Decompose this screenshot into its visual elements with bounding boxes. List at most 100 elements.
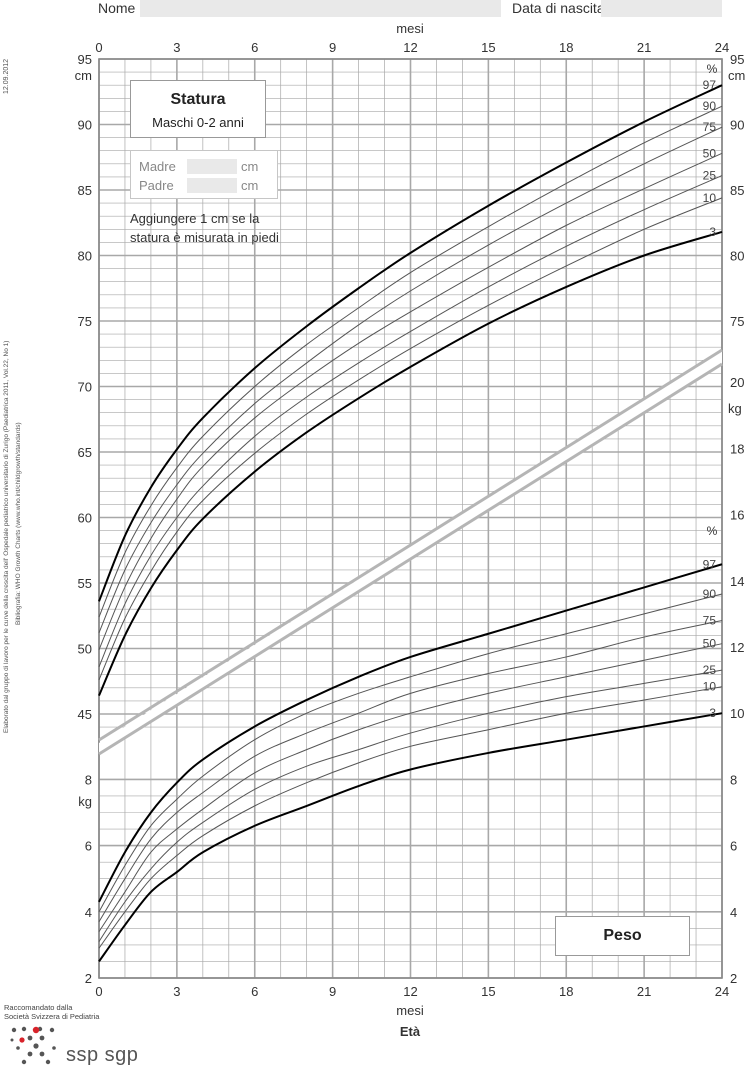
height-percentile-label-p50: 50 bbox=[703, 146, 717, 160]
weight-tick-label-right: 6 bbox=[730, 839, 737, 854]
height-percentile-label-p10: 10 bbox=[703, 191, 717, 205]
height-unit-right: cm bbox=[728, 68, 745, 83]
weight-unit-left: kg bbox=[78, 794, 92, 809]
x-tick-label-top: 24 bbox=[715, 40, 729, 55]
chart-border bbox=[98, 58, 723, 979]
weight-percentile-label-p10: 10 bbox=[703, 680, 717, 694]
x-tick-label-top: 21 bbox=[637, 40, 651, 55]
birth-date-label: Data di nascita bbox=[512, 0, 605, 16]
height-curve-p10 bbox=[98, 197, 723, 681]
height-curve-p90 bbox=[98, 105, 723, 618]
weight-curve-p75 bbox=[98, 620, 723, 922]
height-tick-label-left: 60 bbox=[78, 511, 92, 526]
ssp-logo-icon bbox=[10, 1026, 56, 1065]
weight-curve-p3 bbox=[98, 712, 723, 963]
weight-tick-label-left: 8 bbox=[85, 772, 92, 787]
height-tick-label-left: 95 bbox=[78, 52, 92, 67]
parents-height-box: Madre cm Padre cm bbox=[130, 150, 278, 199]
x-tick-label-bottom: 6 bbox=[251, 984, 258, 999]
separator-line-upper bbox=[98, 348, 723, 742]
weight-percentile-label-p25: 25 bbox=[703, 663, 717, 677]
x-tick-label-top: 9 bbox=[329, 40, 336, 55]
x-tick-label-top: 3 bbox=[173, 40, 180, 55]
height-tick-label-right: 80 bbox=[730, 249, 744, 264]
height-percentile-label-p90: 90 bbox=[703, 99, 717, 113]
weight-tick-label-right: 10 bbox=[730, 706, 744, 721]
father-unit: cm bbox=[241, 178, 259, 193]
weight-tick-label-left: 4 bbox=[85, 905, 92, 920]
height-percentile-label-p3: 3 bbox=[709, 225, 716, 239]
x-tick-label-bottom: 21 bbox=[637, 984, 651, 999]
x-tick-label-bottom: 3 bbox=[173, 984, 180, 999]
height-tick-label-right: 85 bbox=[730, 183, 744, 198]
height-tick-label-right: 75 bbox=[730, 314, 744, 329]
logo-text: ssp sgp bbox=[66, 1044, 139, 1066]
height-tick-label-left: 45 bbox=[78, 707, 92, 722]
weight-tick-label-right: 2 bbox=[730, 971, 737, 986]
height-curve-p75 bbox=[98, 126, 723, 633]
weight-percentile-label-p3: 3 bbox=[709, 706, 716, 720]
weight-curve-p97 bbox=[98, 563, 723, 903]
weight-tick-label-right: 8 bbox=[730, 772, 737, 787]
standing-note-line1: Aggiungere 1 cm se la bbox=[130, 211, 260, 226]
name-label: Nome bbox=[98, 0, 136, 16]
weight-title: Peso bbox=[603, 927, 642, 944]
height-tick-label-right: 90 bbox=[730, 118, 744, 133]
height-tick-label-left: 90 bbox=[78, 118, 92, 133]
weight-title-box: Peso bbox=[555, 916, 690, 956]
father-height-field[interactable] bbox=[187, 178, 237, 193]
stature-title: Statura bbox=[170, 91, 226, 108]
mother-height-field[interactable] bbox=[187, 159, 237, 174]
height-tick-label-right: 95 bbox=[730, 52, 744, 67]
x-tick-label-bottom: 0 bbox=[95, 984, 102, 999]
weight-unit-right: kg bbox=[728, 401, 742, 416]
x-tick-label-bottom: 24 bbox=[715, 984, 729, 999]
height-percentile-header: % bbox=[707, 62, 718, 76]
weight-percentile-label-p97: 97 bbox=[703, 557, 717, 571]
weight-curve-p25 bbox=[98, 669, 723, 942]
weight-tick-label-right: 12 bbox=[730, 640, 744, 655]
height-tick-label-left: 50 bbox=[78, 642, 92, 657]
mother-unit: cm bbox=[241, 159, 259, 174]
x-tick-label-top: 15 bbox=[481, 40, 495, 55]
standing-note-line2: statura è misurata in piedi bbox=[130, 230, 279, 245]
x-tick-label-top: 0 bbox=[95, 40, 102, 55]
weight-tick-label-left: 2 bbox=[85, 971, 92, 986]
height-percentile-label-p97: 97 bbox=[703, 78, 717, 92]
weight-percentile-label-p50: 50 bbox=[703, 637, 717, 651]
weight-percentile-label-p90: 90 bbox=[703, 587, 717, 601]
stature-title-box: Statura Maschi 0-2 anni bbox=[130, 80, 266, 138]
separator-band-fill bbox=[99, 350, 722, 753]
height-tick-label-left: 65 bbox=[78, 445, 92, 460]
x-axis-label-top: mesi bbox=[396, 21, 424, 36]
recommendation-line1: Raccomandato dalla bbox=[4, 1003, 73, 1012]
weight-curve-p50 bbox=[98, 643, 723, 932]
x-tick-label-bottom: 9 bbox=[329, 984, 336, 999]
x-tick-label-top: 6 bbox=[251, 40, 258, 55]
height-tick-label-left: 70 bbox=[78, 380, 92, 395]
weight-tick-label-right: 14 bbox=[730, 574, 744, 589]
height-curve-p97 bbox=[98, 84, 723, 602]
weight-tick-label-right: 20 bbox=[730, 375, 744, 390]
weight-curve-p10 bbox=[98, 686, 723, 949]
x-axis-label-bottom: mesi bbox=[396, 1003, 424, 1018]
weight-tick-label-right: 18 bbox=[730, 441, 744, 456]
x-tick-label-bottom: 18 bbox=[559, 984, 573, 999]
x-tick-label-bottom: 12 bbox=[403, 984, 417, 999]
x-tick-label-top: 12 bbox=[403, 40, 417, 55]
standing-note: Aggiungere 1 cm se la statura è misurata… bbox=[130, 209, 279, 247]
weight-tick-label-right: 4 bbox=[730, 905, 737, 920]
height-curve-p3 bbox=[98, 230, 723, 697]
x-axis-title: Età bbox=[400, 1024, 421, 1039]
weight-curve-p90 bbox=[98, 593, 723, 913]
recommendation-line2: Società Svizzera di Pediatria bbox=[4, 1012, 100, 1021]
height-unit-left: cm bbox=[75, 68, 92, 83]
weight-tick-label-right: 16 bbox=[730, 508, 744, 523]
stature-subtitle: Maschi 0-2 anni bbox=[152, 115, 244, 130]
name-field[interactable] bbox=[140, 0, 501, 17]
height-curve-p50 bbox=[98, 152, 723, 651]
father-label: Padre bbox=[139, 178, 174, 193]
birth-date-field[interactable] bbox=[601, 0, 722, 17]
height-tick-label-left: 55 bbox=[78, 576, 92, 591]
